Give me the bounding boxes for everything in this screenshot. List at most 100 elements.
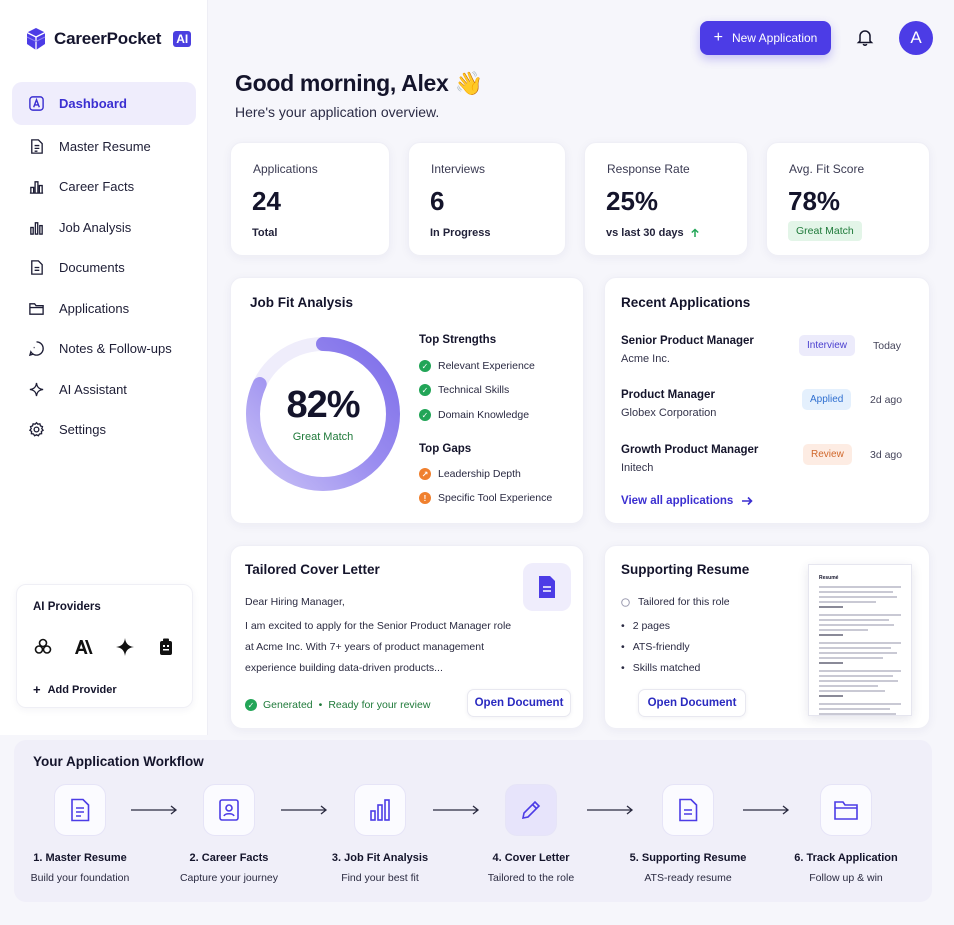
workflow-step-desc: ATS-ready resume xyxy=(644,872,732,884)
fit-score-ring: 82% Great Match xyxy=(245,332,401,496)
brand-logo[interactable]: CareerPocket AI xyxy=(26,27,192,51)
gap-label: Leadership Depth xyxy=(438,468,521,480)
sidebar-item-label: Career Facts xyxy=(59,179,135,194)
strengths-title: Top Strengths xyxy=(419,334,497,346)
resume-feature: • Skills matched xyxy=(621,662,700,674)
resume-feature-label: 2 pages xyxy=(632,620,671,632)
job-fit-title: Job Fit Analysis xyxy=(250,295,354,310)
resume-feature: Tailored for this role xyxy=(621,596,730,608)
workflow-step-track-application[interactable]: 6. Track Application Follow up & win xyxy=(776,784,916,884)
dashboard-icon xyxy=(29,96,44,111)
sidebar-item-applications[interactable]: Applications xyxy=(12,288,196,328)
workflow-step-career-facts[interactable]: 2. Career Facts Capture your journey xyxy=(159,784,299,884)
pen-icon xyxy=(505,784,557,836)
stat-foot: In Progress xyxy=(430,227,491,239)
workflow-step-desc: Build your foundation xyxy=(30,872,130,884)
status-badge: Great Match xyxy=(788,221,862,241)
arrow-right-icon xyxy=(131,805,178,815)
letter-line: experience building data-driven products… xyxy=(245,662,443,674)
workflow-step-desc: Tailored to the role xyxy=(487,872,575,884)
stat-card-interviews[interactable]: Interviews 6 In Progress xyxy=(408,142,566,256)
ai-providers-panel: AI Providers + Add Provider xyxy=(16,584,193,708)
document-icon xyxy=(662,784,714,836)
workflow-step-job-fit-analysis[interactable]: 3. Job Fit Analysis Find your best fit xyxy=(310,784,450,884)
bell-icon[interactable] xyxy=(856,28,874,46)
application-company: Globex Corporation xyxy=(621,407,717,419)
workflow-step-title: 2. Career Facts xyxy=(189,852,269,864)
workflow-title: Your Application Workflow xyxy=(33,754,204,769)
ready-label: Ready for your review xyxy=(328,699,431,711)
resume-thumbnail[interactable]: Resumé xyxy=(808,564,912,716)
add-provider-button[interactable]: + Add Provider xyxy=(33,682,117,697)
strength-item: ✓ Relevant Experience xyxy=(419,360,535,372)
job-fit-card: Job Fit Analysis 82% Great Match Top Str… xyxy=(230,277,584,524)
stat-card-response-rate[interactable]: Response Rate 25% vs last 30 days xyxy=(584,142,748,256)
sidebar-item-label: Job Analysis xyxy=(59,219,132,235)
sidebar-item-notes[interactable]: Notes & Follow-ups xyxy=(12,329,196,369)
arrow-right-icon xyxy=(281,805,328,815)
gemini-icon[interactable] xyxy=(115,637,135,657)
application-time: Today xyxy=(873,340,902,352)
application-company: Acme Inc. xyxy=(621,353,670,365)
gear-icon xyxy=(28,421,45,437)
folder-icon xyxy=(820,784,872,836)
workflow-step-cover-letter[interactable]: 4. Cover Letter Tailored to the role xyxy=(461,784,601,884)
gaps-title: Top Gaps xyxy=(419,443,472,455)
resume-icon xyxy=(54,784,106,836)
workflow-step-title: 4. Cover Letter xyxy=(492,852,570,864)
check-icon: ✓ xyxy=(419,360,431,372)
workflow-step-title: 1. Master Resume xyxy=(33,852,127,864)
workflow-step-supporting-resume[interactable]: 5. Supporting Resume ATS-ready resume xyxy=(618,784,758,884)
open-resume-button[interactable]: Open Document xyxy=(638,689,746,717)
stat-card-fit-score[interactable]: Avg. Fit Score 78% Great Match xyxy=(766,142,930,256)
new-application-button[interactable]: + New Application xyxy=(700,21,831,55)
openai-icon[interactable] xyxy=(33,637,53,657)
open-cover-letter-button[interactable]: Open Document xyxy=(467,689,571,717)
status-badge: Review xyxy=(803,444,852,465)
sidebar-item-career-facts[interactable]: Career Facts xyxy=(12,167,196,207)
bullet: • xyxy=(621,641,625,653)
arrow-right-icon xyxy=(587,805,634,815)
stat-value: 25% xyxy=(606,186,659,216)
document-icon xyxy=(539,576,555,598)
workflow-step-master-resume[interactable]: 1. Master Resume Build your foundation xyxy=(10,784,150,884)
new-application-label: New Application xyxy=(731,31,818,45)
folder-icon xyxy=(29,302,44,315)
career-facts-icon xyxy=(29,181,44,194)
workflow-step-desc: Follow up & win xyxy=(809,872,883,884)
add-provider-label: Add Provider xyxy=(47,683,117,696)
sidebar-item-ai-assistant[interactable]: AI Assistant xyxy=(12,369,196,409)
sidebar-item-settings[interactable]: Settings xyxy=(12,410,196,450)
letter-line: at Acme Inc. With 7+ years of product ma… xyxy=(245,641,484,653)
strength-label: Relevant Experience xyxy=(438,360,535,372)
stat-card-applications[interactable]: Applications 24 Total xyxy=(230,142,390,256)
gap-item: ! Specific Tool Experience xyxy=(419,492,552,504)
sidebar-item-label: AI Assistant xyxy=(59,381,127,397)
page-title: Good morning, Alex 👋 xyxy=(235,70,483,96)
anthropic-icon[interactable] xyxy=(74,637,94,657)
alert-icon: ↗ xyxy=(419,468,431,480)
provider-icon[interactable] xyxy=(156,637,176,657)
strength-label: Domain Knowledge xyxy=(438,409,530,421)
sidebar-item-dashboard[interactable]: Dashboard xyxy=(12,82,196,125)
generated-status: ✓ Generated • Ready for your review xyxy=(245,699,430,711)
resume-thumbnail-heading: Resumé xyxy=(819,575,839,581)
sidebar-item-job-analysis[interactable]: Job Analysis xyxy=(12,207,196,247)
fit-score-value: 82% xyxy=(286,384,360,426)
application-time: 3d ago xyxy=(870,449,903,461)
document-icon xyxy=(31,260,43,275)
workflow-step-title: 5. Supporting Resume xyxy=(629,852,747,864)
sidebar-item-label: Settings xyxy=(59,422,106,437)
application-role: Senior Product Manager xyxy=(621,335,754,347)
view-all-applications-link[interactable]: View all applications xyxy=(621,495,753,507)
stat-value: 6 xyxy=(430,186,445,216)
stat-label: Applications xyxy=(253,162,318,176)
sidebar-item-documents[interactable]: Documents xyxy=(12,248,196,288)
letter-line: Dear Hiring Manager, xyxy=(245,596,345,608)
sidebar-item-master-resume[interactable]: Master Resume xyxy=(12,126,196,166)
supporting-resume-title: Supporting Resume xyxy=(621,562,750,577)
avatar[interactable]: A xyxy=(899,21,933,55)
stat-label: Interviews xyxy=(431,162,486,176)
cover-letter-card: Tailored Cover Letter Dear Hiring Manage… xyxy=(230,545,584,729)
plus-icon: + xyxy=(33,682,41,697)
